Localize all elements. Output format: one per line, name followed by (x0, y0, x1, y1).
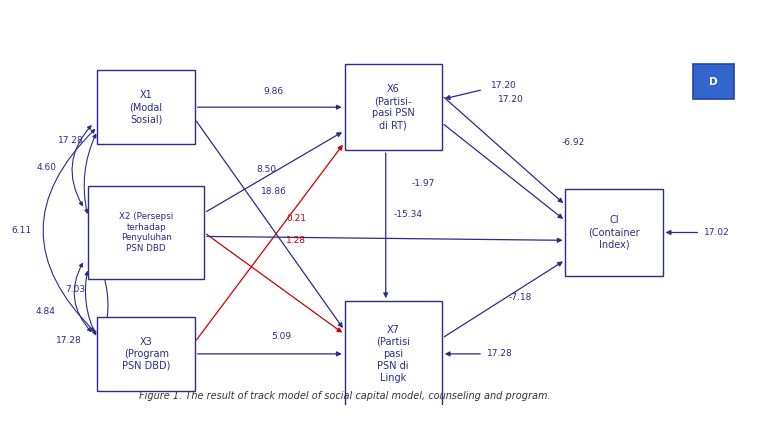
FancyBboxPatch shape (693, 64, 734, 99)
Text: 1.28: 1.28 (286, 236, 306, 245)
FancyBboxPatch shape (565, 189, 663, 275)
Text: -15.34: -15.34 (393, 210, 422, 220)
FancyBboxPatch shape (345, 301, 442, 407)
Text: 17.28: 17.28 (58, 136, 84, 145)
Text: CI
(Container
Index): CI (Container Index) (588, 216, 640, 249)
Text: 7.03: 7.03 (65, 285, 85, 294)
Text: -1.97: -1.97 (412, 179, 435, 188)
Text: 17.02: 17.02 (704, 228, 730, 237)
Text: 4.84: 4.84 (35, 308, 55, 316)
FancyBboxPatch shape (88, 186, 204, 279)
Text: 5.09: 5.09 (271, 332, 291, 341)
Text: -7.18: -7.18 (509, 293, 533, 301)
FancyBboxPatch shape (345, 64, 442, 150)
Text: X6
(Partisi-
pasi PSN
di RT): X6 (Partisi- pasi PSN di RT) (372, 84, 415, 130)
Text: 0.21: 0.21 (286, 214, 306, 223)
Text: 9.86: 9.86 (264, 87, 283, 96)
Text: 8.50: 8.50 (256, 165, 276, 174)
Text: 17.20: 17.20 (490, 81, 516, 90)
Text: -6.92: -6.92 (562, 138, 584, 147)
Text: Figure 1. The result of track model of social capital model, counseling and prog: Figure 1. The result of track model of s… (139, 391, 550, 401)
Text: 17.28: 17.28 (57, 336, 82, 345)
FancyBboxPatch shape (98, 70, 195, 144)
Text: 4.60: 4.60 (37, 163, 57, 172)
Text: 17.28: 17.28 (487, 349, 513, 359)
Text: 17.20: 17.20 (498, 95, 523, 104)
Text: 6.11: 6.11 (11, 226, 31, 235)
Text: X1
(Modal
Sosial): X1 (Modal Sosial) (130, 90, 163, 124)
FancyBboxPatch shape (98, 317, 195, 391)
Text: X3
(Program
PSN DBD): X3 (Program PSN DBD) (122, 337, 170, 371)
Text: X7
(Partisi
pasi
PSN di
Lingk: X7 (Partisi pasi PSN di Lingk (376, 325, 410, 383)
Text: D: D (709, 77, 717, 87)
Text: 18.86: 18.86 (261, 187, 286, 196)
Text: X2 (Persepsi
terhadap
Penyuluhan
PSN DBD: X2 (Persepsi terhadap Penyuluhan PSN DBD (119, 212, 173, 253)
